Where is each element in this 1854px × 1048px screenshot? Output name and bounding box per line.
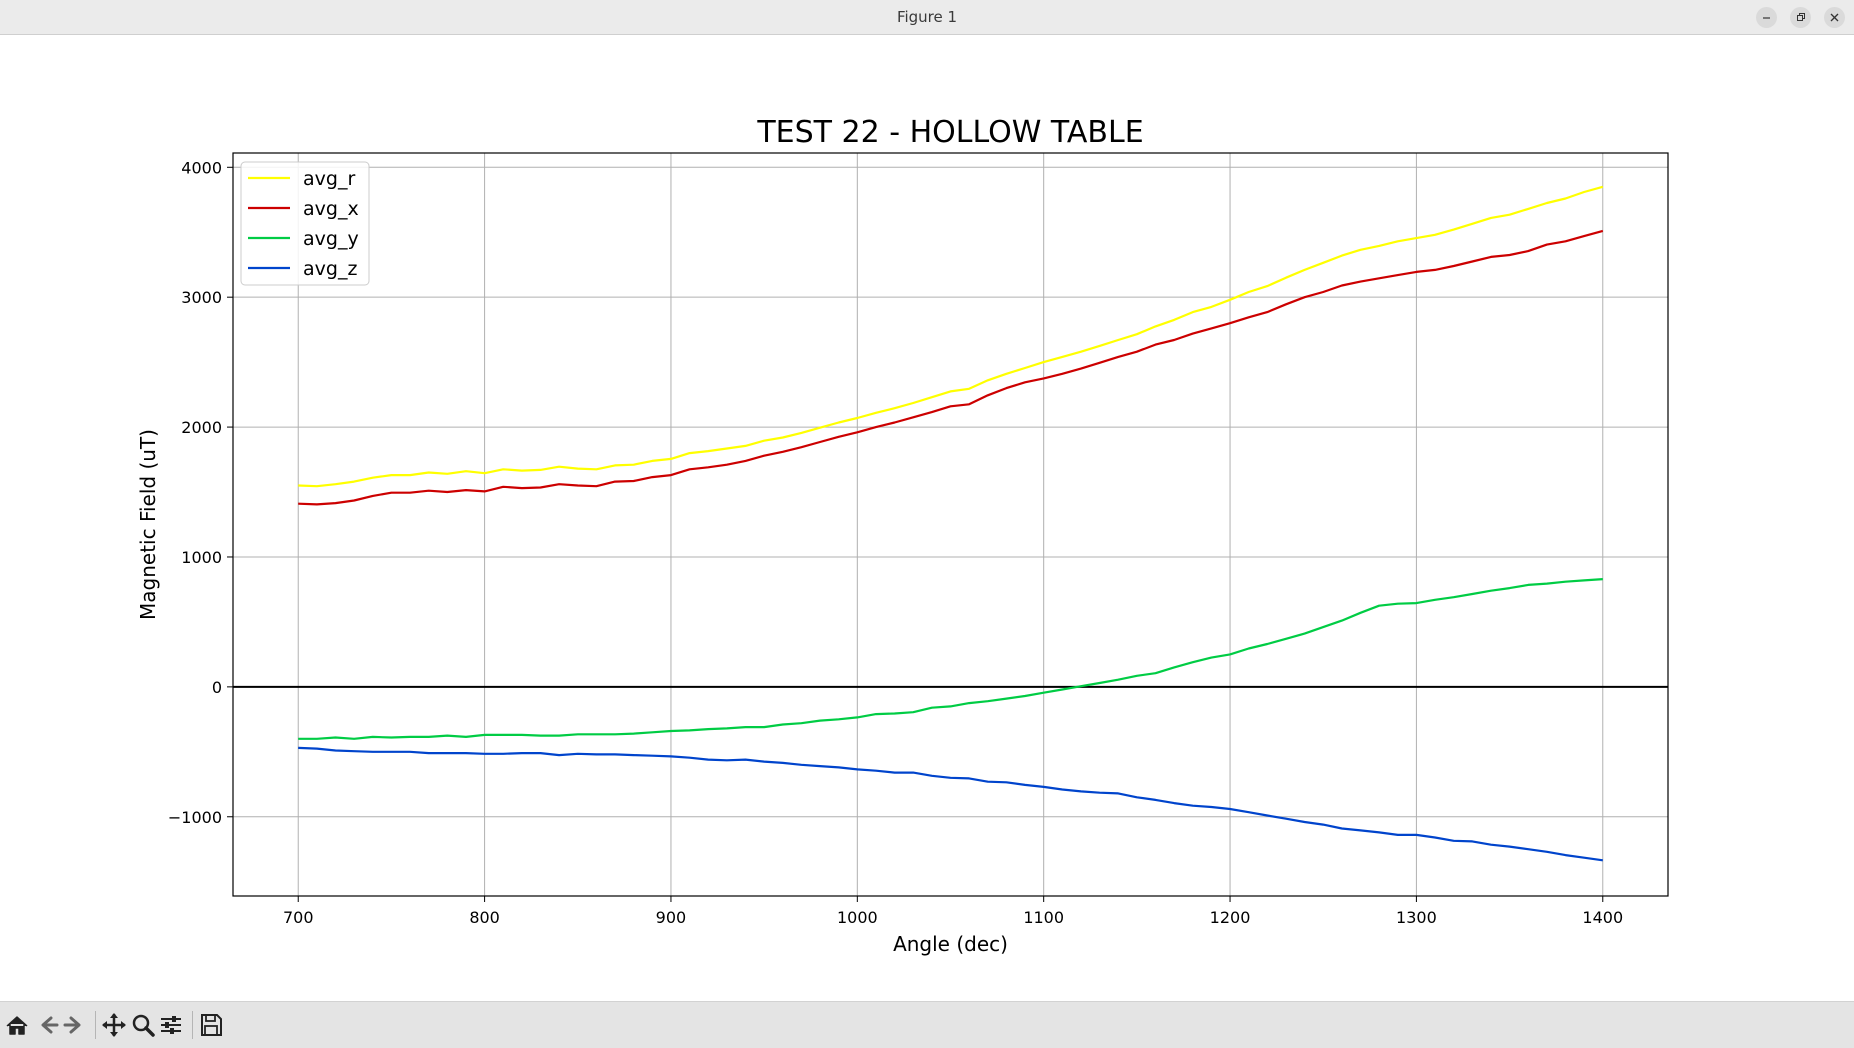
series-line-avg-r [298,185,1604,488]
legend-label-avg-r: avg_r [303,168,355,190]
x-tick-label: 700 [283,908,314,927]
x-tick-label: 1100 [1023,908,1064,927]
pan-button[interactable] [100,1011,128,1039]
minimize-button[interactable] [1756,7,1777,28]
y-axis-label: Magnetic Field (uT) [136,429,160,620]
configure-subplots-button[interactable] [157,1011,185,1039]
window-titlebar: Figure 1 [0,0,1854,35]
restore-icon [1797,13,1805,21]
x-tick-label: 900 [656,908,687,927]
minimize-icon [1763,17,1770,19]
y-axis-ticks: −1000 0 1000 2000 3000 4000 [168,158,233,827]
y-tick-label: 4000 [181,158,222,177]
legend-label-avg-x: avg_x [303,198,359,220]
line-chart: 700 800 900 1000 1100 1200 1300 1400 −1000 0 1000… [136,115,1669,956]
back-icon [41,1016,59,1034]
close-button[interactable] [1824,7,1845,28]
series-line-avg-y [298,578,1603,740]
maximize-button[interactable] [1790,7,1811,28]
forward-button[interactable] [61,1011,89,1039]
x-tick-label: 1300 [1396,908,1437,927]
x-tick-label: 1000 [837,908,878,927]
y-tick-label: 2000 [181,418,222,437]
window-title: Figure 1 [896,8,958,26]
series-layer [298,185,1604,862]
axes-frame [232,152,1669,897]
back-button[interactable] [33,1011,61,1039]
legend-box [240,161,370,286]
toolbar-separator [192,1011,193,1039]
y-tick-label: 1000 [181,548,222,567]
zoom-button[interactable] [129,1011,157,1039]
home-button[interactable] [3,1011,31,1039]
pan-icon [102,1013,126,1037]
toolbar-separator [95,1011,96,1039]
home-icon [6,1016,28,1035]
save-button[interactable] [197,1011,225,1039]
y-tick-label: −1000 [168,808,222,827]
y-tick-label: 3000 [181,288,222,307]
zoom-icon [132,1014,155,1037]
forward-icon [63,1016,81,1034]
grid [233,153,1668,896]
series-line-avg-z [298,746,1603,862]
y-tick-label: 0 [212,678,222,697]
figure-canvas[interactable]: 700 800 900 1000 1100 1200 1300 1400 −1000 0 1000… [0,36,1854,1001]
legend: avg_r avg_x avg_y avg_z [240,161,370,286]
x-tick-label: 1400 [1582,908,1623,927]
legend-label-avg-y: avg_y [303,228,359,250]
close-icon [1830,13,1839,22]
save-icon [201,1014,222,1036]
configure-subplots-icon [161,1016,181,1034]
chart-title: TEST 22 - HOLLOW TABLE [756,115,1143,150]
series-line-avg-x [298,229,1604,506]
legend-label-avg-z: avg_z [303,258,357,280]
navigation-toolbar [0,1001,1854,1048]
x-tick-label: 1200 [1210,908,1251,927]
x-tick-label: 800 [469,908,500,927]
x-axis-label: Angle (dec) [893,932,1008,956]
x-axis-ticks: 700 800 900 1000 1100 1200 1300 1400 [283,896,1623,927]
